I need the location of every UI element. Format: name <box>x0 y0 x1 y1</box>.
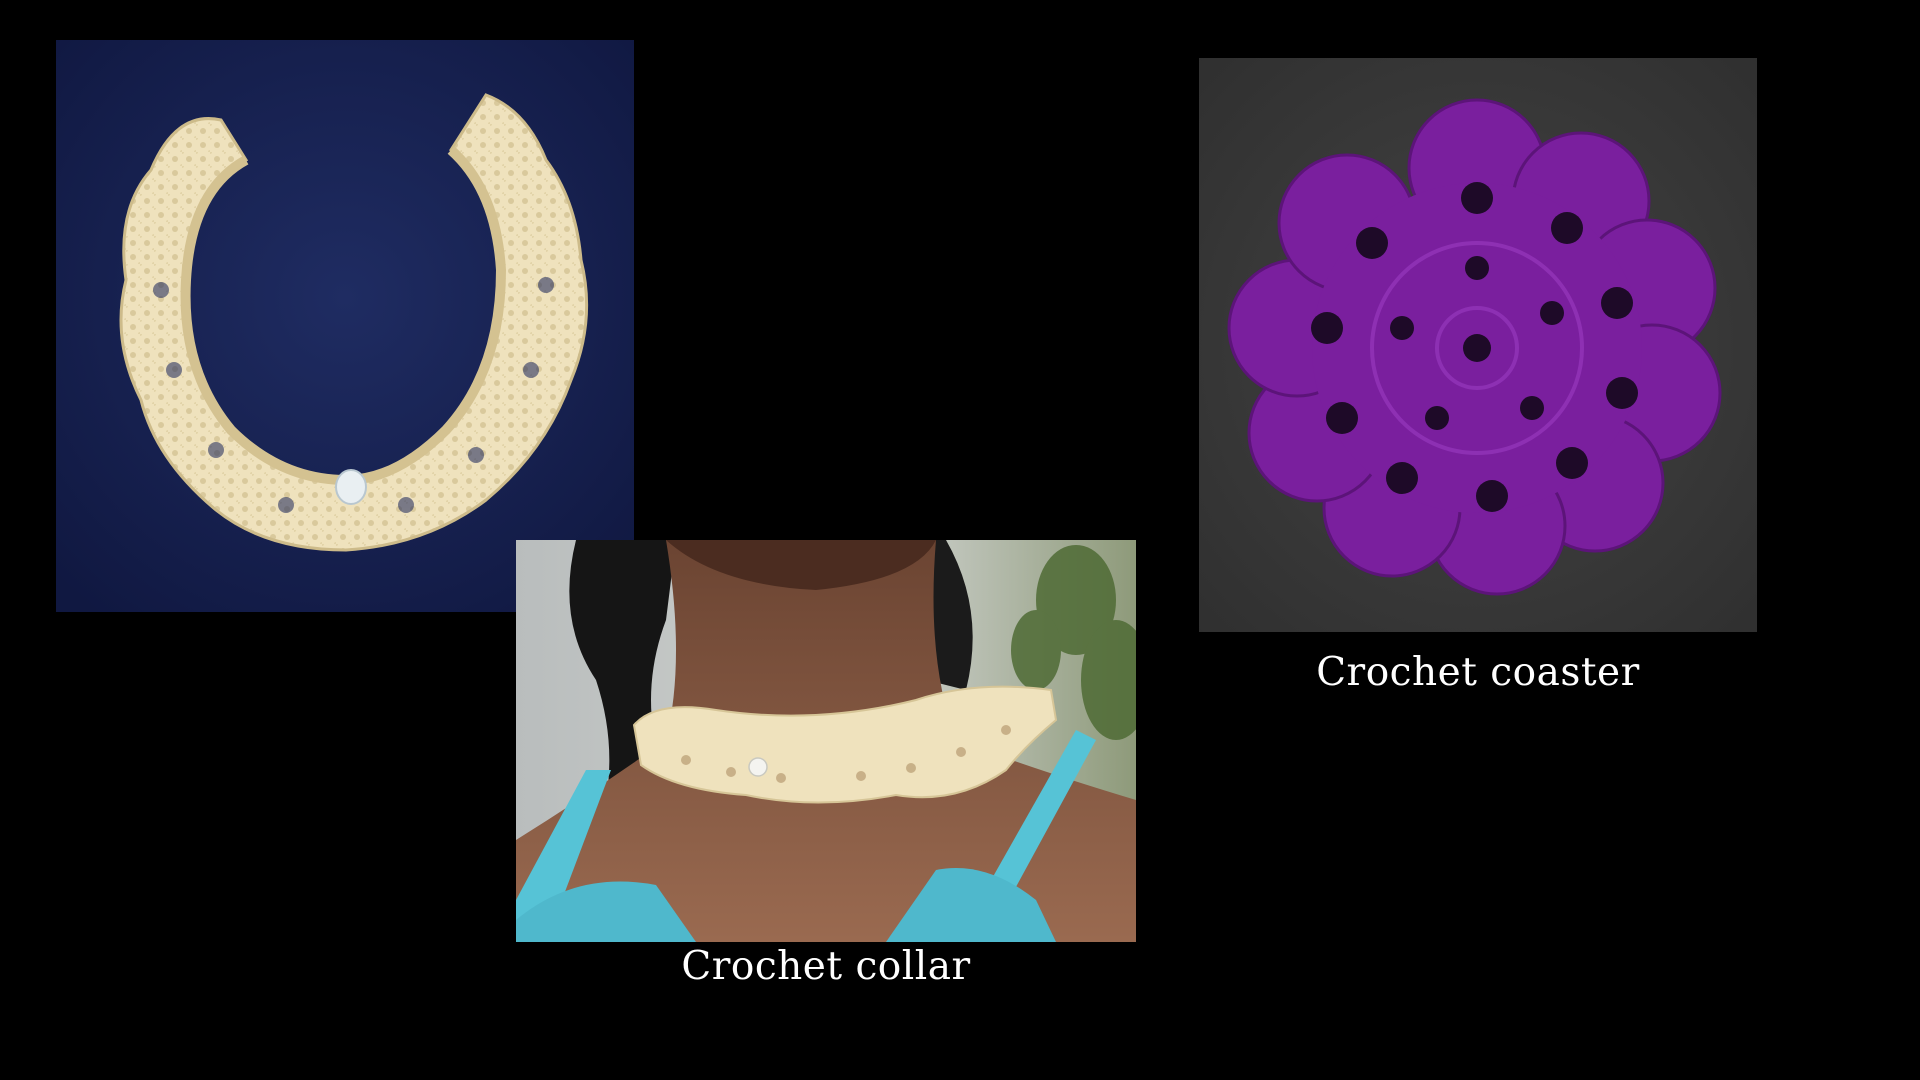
coaster-caption: Crochet coaster <box>1316 650 1640 695</box>
collar-caption: Crochet collar <box>681 944 971 989</box>
coaster-photo <box>1199 58 1757 632</box>
collar-worn-photo <box>516 540 1136 942</box>
coaster-illustration <box>1199 58 1757 632</box>
collar-flat-photo <box>56 40 634 612</box>
collar-flat-illustration <box>56 40 634 612</box>
collar-worn-illustration <box>516 540 1136 942</box>
